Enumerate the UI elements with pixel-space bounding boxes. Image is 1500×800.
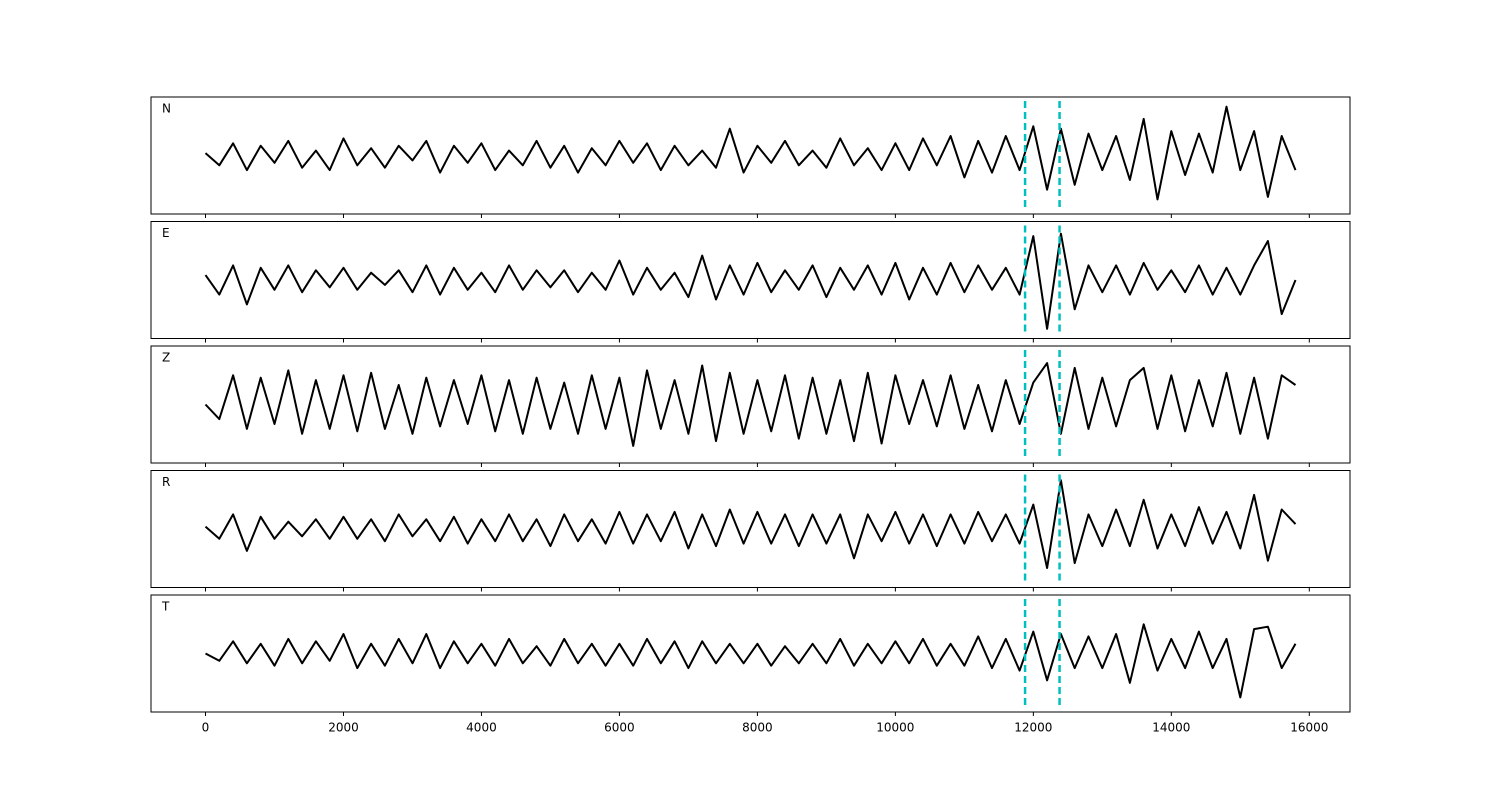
panel-label: Z <box>162 351 170 365</box>
x-tick-label: 14000 <box>1152 721 1190 735</box>
panel-frame <box>150 470 1351 588</box>
x-tick-label: 8000 <box>742 721 773 735</box>
trace <box>204 362 1297 447</box>
x-tick-label: 12000 <box>1014 721 1052 735</box>
x-tick-label: 4000 <box>466 721 497 735</box>
panel-label: N <box>162 102 171 116</box>
panel-frame <box>150 345 1351 464</box>
panel-label: R <box>162 475 170 489</box>
panel-label: T <box>161 600 170 614</box>
trace <box>204 479 1297 569</box>
x-tick-label: 16000 <box>1290 721 1328 735</box>
trace <box>205 623 1297 699</box>
x-tick-label: 2000 <box>328 721 359 735</box>
trace <box>204 232 1297 330</box>
x-tick-label: 6000 <box>604 721 635 735</box>
trace <box>204 105 1297 201</box>
panel-label: E <box>162 226 170 240</box>
x-tick-label: 10000 <box>876 721 914 735</box>
x-tick-label: 0 <box>202 721 210 735</box>
panel-frame <box>150 96 1351 215</box>
panel-frame <box>150 221 1351 339</box>
panel-frame <box>150 594 1351 713</box>
